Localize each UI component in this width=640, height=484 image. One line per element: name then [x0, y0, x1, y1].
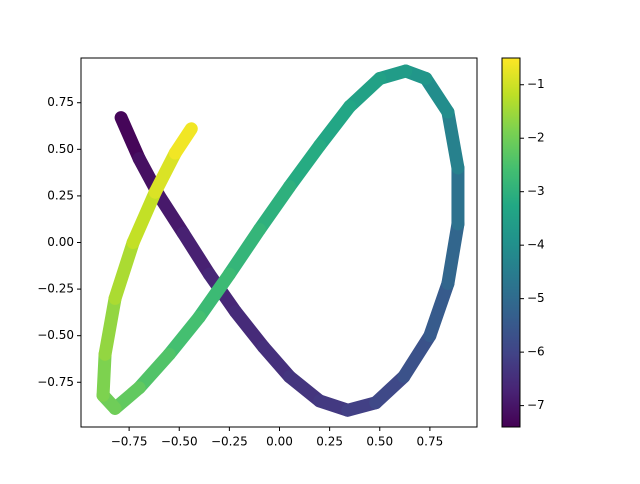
- curve-segment: [343, 72, 387, 113]
- x-tick-label: −0.25: [211, 435, 248, 449]
- curve-segment: [441, 105, 465, 175]
- y-tick-label: 0.00: [47, 235, 74, 249]
- curve-segment: [168, 122, 198, 160]
- curve-segment: [419, 72, 455, 119]
- curve-segment: [114, 111, 146, 166]
- colorbar-tick-label: −2: [527, 131, 545, 145]
- x-tick-label: −0.75: [111, 435, 148, 449]
- curve-segment: [283, 139, 327, 194]
- colorbar-tick-label: −7: [527, 398, 545, 412]
- curve-segment: [162, 310, 206, 361]
- curve-segment: [108, 236, 140, 305]
- curve-segment: [423, 277, 455, 343]
- curve-segment: [152, 189, 190, 240]
- colorbar-tick-label: −1: [527, 77, 545, 91]
- curve-segment: [397, 329, 437, 384]
- colorbar: [501, 57, 521, 428]
- curve-segment: [256, 340, 297, 384]
- plot-area: [96, 64, 465, 417]
- curve-segment: [228, 304, 270, 354]
- curve-segment: [192, 267, 236, 324]
- colorbar-tick-label: −3: [527, 184, 545, 198]
- x-tick-label: 0.25: [316, 435, 343, 449]
- curve-segment: [126, 185, 162, 249]
- curve-segment: [222, 222, 266, 281]
- x-tick-label: −0.50: [161, 435, 198, 449]
- y-tick-label: −0.75: [37, 375, 74, 389]
- y-tick-label: 0.75: [47, 95, 74, 109]
- curve-segment: [98, 291, 122, 361]
- colorbar-tick-label: −5: [527, 291, 545, 305]
- curve-segment: [441, 217, 465, 290]
- y-tick-label: 0.50: [47, 142, 74, 156]
- curve-segment: [313, 99, 357, 153]
- colorbar-tick-label: −6: [527, 345, 545, 359]
- y-tick-label: −0.50: [37, 328, 74, 342]
- x-tick-label: 0.00: [266, 435, 293, 449]
- colorbar-tick-label: −4: [527, 238, 545, 252]
- curve-segment: [148, 146, 182, 199]
- x-tick-label: 0.75: [417, 435, 444, 449]
- x-tick-label: 0.50: [366, 435, 393, 449]
- curve-segment: [132, 347, 176, 395]
- y-tick-label: 0.25: [47, 188, 74, 202]
- curve-segment: [176, 226, 216, 281]
- curve-segment: [96, 347, 112, 402]
- y-tick-label: −0.25: [37, 282, 74, 296]
- curve-segment: [252, 180, 297, 236]
